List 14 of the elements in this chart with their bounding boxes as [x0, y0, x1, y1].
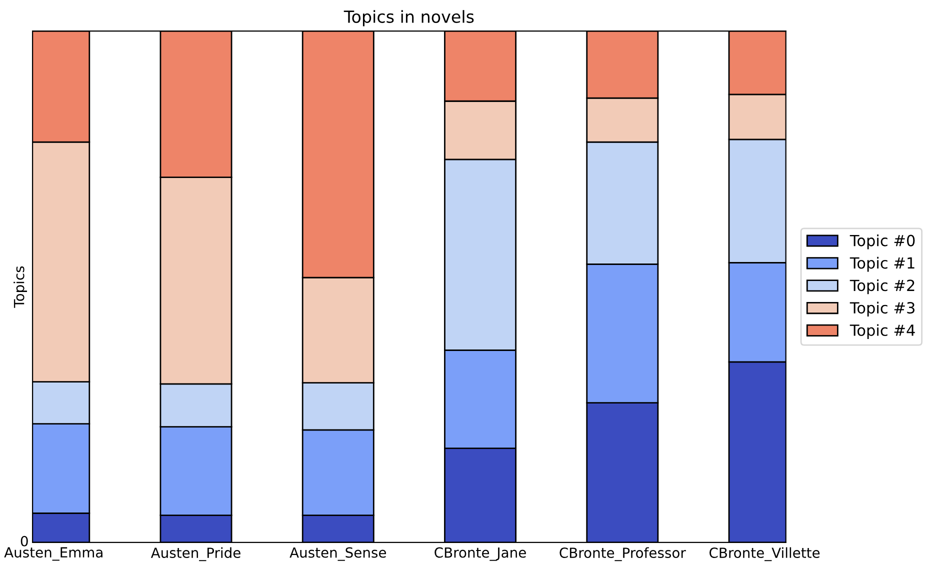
legend-label: Topic #3	[850, 302, 914, 317]
legend-label: Topic #1	[850, 256, 914, 272]
legend-label: Topic #4	[850, 324, 915, 339]
text: 0	[20, 536, 28, 546]
x-tick-label: Austen_Pride	[150, 547, 240, 562]
legend-label: Topic #2	[850, 279, 914, 294]
x-tick-label: Austen_Emma	[4, 547, 102, 561]
chart-title: Topics in novels	[344, 10, 474, 26]
y-axis-title: Topics	[14, 266, 27, 308]
x-tick-label: Austen_Sense	[290, 547, 386, 561]
x-tick-label: CBronte_Villette	[710, 547, 820, 562]
x-tick-label: CBronte_Professor	[560, 547, 686, 562]
x-tick-label: CBronte_Jane	[434, 547, 526, 561]
legend-label: Topic #0	[850, 234, 915, 250]
